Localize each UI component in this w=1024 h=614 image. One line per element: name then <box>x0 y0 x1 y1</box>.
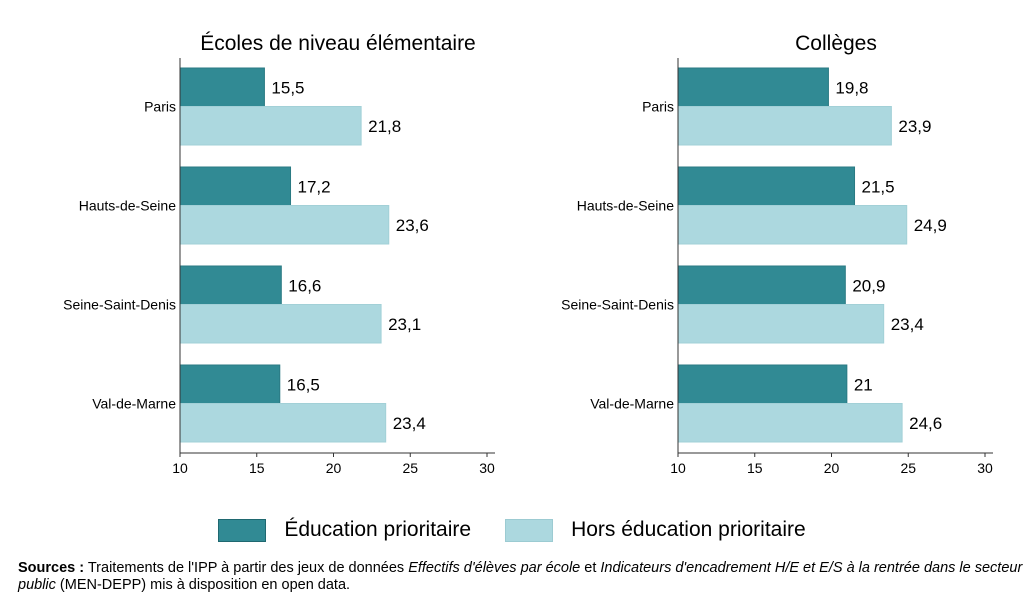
data-label: 23,9 <box>898 117 931 136</box>
data-label: 23,4 <box>393 414 426 433</box>
chart-title: Collèges <box>795 32 877 55</box>
data-label: 24,9 <box>914 216 947 235</box>
data-label: 23,1 <box>388 315 421 334</box>
category-label: Paris <box>144 99 176 115</box>
sources-note: Sources : Traitements de l'IPP à partir … <box>18 560 1024 594</box>
x-tick-label: 15 <box>747 460 763 476</box>
sources-text: et <box>580 560 601 576</box>
data-label: 15,5 <box>271 78 304 97</box>
data-label: 17,2 <box>298 177 331 196</box>
category-label: Val-de-Marne <box>92 396 176 412</box>
chart-title: Écoles de niveau élémentaire <box>200 32 476 55</box>
data-label: 16,5 <box>287 375 320 394</box>
data-label: 23,6 <box>396 216 429 235</box>
x-tick-label: 20 <box>824 460 840 476</box>
category-label: Seine-Saint-Denis <box>63 297 176 313</box>
bar-prioritaire <box>677 364 848 404</box>
category-label: Hauts-de-Seine <box>79 198 176 214</box>
data-label: 21,8 <box>368 117 401 136</box>
category-label: Val-de-Marne <box>590 396 674 412</box>
bar-prioritaire <box>179 166 292 206</box>
sources-dataset-1: Effectifs d'élèves par école <box>408 560 581 576</box>
bar-hors-prioritaire <box>179 304 382 344</box>
legend-label: Éducation prioritaire <box>284 518 472 541</box>
category-label: Paris <box>642 99 674 115</box>
bar-hors-prioritaire <box>677 106 892 146</box>
x-tick-label: 25 <box>402 460 418 476</box>
data-label: 21 <box>854 375 873 394</box>
legend: Éducation prioritaire Hors éducation pri… <box>0 518 1024 542</box>
legend-label: Hors éducation prioritaire <box>571 518 806 541</box>
data-label: 19,8 <box>835 78 868 97</box>
x-tick-label: 15 <box>249 460 265 476</box>
data-label: 20,9 <box>852 276 885 295</box>
bar-hors-prioritaire <box>179 106 362 146</box>
legend-swatch-hors-prioritaire <box>505 518 554 542</box>
bar-prioritaire <box>179 265 282 305</box>
sources-dataset-2: Indicateurs d'encadrement H/E et E/S à l… <box>18 560 1023 593</box>
x-tick-label: 20 <box>326 460 342 476</box>
x-tick-label: 30 <box>479 460 495 476</box>
x-tick-label: 10 <box>172 460 188 476</box>
data-label: 24,6 <box>909 414 942 433</box>
bar-hors-prioritaire <box>677 403 903 443</box>
data-label: 16,6 <box>288 276 321 295</box>
bar-prioritaire <box>677 265 846 305</box>
x-tick-label: 30 <box>977 460 993 476</box>
sources-label: Sources : <box>18 560 85 576</box>
legend-item-prioritaire: Éducation prioritaire <box>218 518 471 542</box>
bar-hors-prioritaire <box>179 403 387 443</box>
x-tick-label: 10 <box>670 460 686 476</box>
bar-hors-prioritaire <box>677 304 885 344</box>
bar-prioritaire <box>677 67 829 107</box>
sources-text: (MEN-DEPP) mis à disposition en open dat… <box>55 577 351 593</box>
bar-hors-prioritaire <box>179 205 390 245</box>
data-label: 23,4 <box>891 315 924 334</box>
bar-prioritaire <box>179 67 265 107</box>
legend-swatch-prioritaire <box>218 518 267 542</box>
legend-item-hors-prioritaire: Hors éducation prioritaire <box>505 518 806 542</box>
category-label: Hauts-de-Seine <box>577 198 674 214</box>
bar-prioritaire <box>179 364 281 404</box>
sources-text: Traitements de l'IPP à partir des jeux d… <box>84 560 409 576</box>
x-tick-label: 25 <box>900 460 916 476</box>
bar-prioritaire <box>677 166 856 206</box>
bar-hors-prioritaire <box>677 205 908 245</box>
data-label: 21,5 <box>862 177 895 196</box>
category-label: Seine-Saint-Denis <box>561 297 674 313</box>
